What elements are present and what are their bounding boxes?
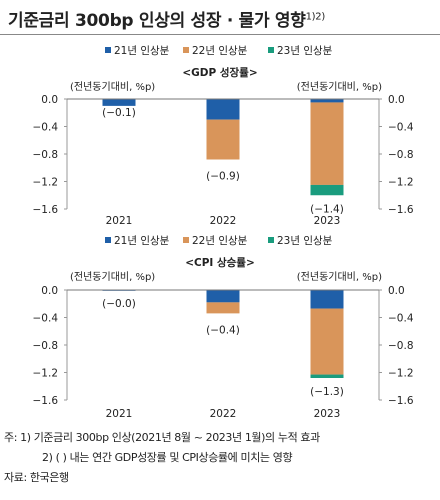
title-divider: [0, 34, 440, 35]
legend-swatch: [268, 237, 274, 243]
y-tick-label-right: −0.4: [388, 122, 414, 134]
y-tick-label-left: −0.8: [33, 149, 59, 161]
bar-segment: [206, 99, 240, 120]
y-tick-label-right: −0.8: [388, 149, 414, 161]
bar-segment: [102, 99, 136, 106]
total-label: (−0.4): [206, 324, 240, 336]
y-tick-label-left: −1.6: [33, 395, 59, 407]
chart-title: <CPI 상승률>: [185, 256, 255, 269]
y-axis-unit-right: (전년동기대비, %p): [297, 271, 382, 283]
y-tick-label-left: 0.0: [41, 94, 58, 106]
legend-swatch: [105, 237, 111, 243]
y-axis-unit-right: (전년동기대비, %p): [297, 81, 382, 93]
x-tick-label: 2021: [106, 408, 133, 420]
legend-label: 22년 인상분: [192, 235, 248, 247]
y-tick-label-right: −1.6: [388, 395, 414, 407]
bar-segment: [310, 102, 344, 185]
y-tick-label-left: −1.2: [33, 177, 59, 189]
bar-segment: [206, 119, 240, 160]
legend-swatch: [268, 47, 274, 53]
bar-segment: [310, 374, 344, 378]
y-tick-label-left: 0.0: [41, 285, 58, 297]
y-axis-unit-left: (전년동기대비, %p): [70, 271, 155, 283]
bar-segment: [310, 184, 344, 196]
footnotes: 주: 1) 기준금리 300bp 인상(2021년 8월 ~ 2023년 1월)…: [4, 428, 438, 488]
chart-title: <GDP 성장률>: [182, 66, 257, 79]
x-tick-label: 2022: [210, 215, 237, 226]
bar-segment: [310, 308, 344, 375]
legend-label: 23년 인상분: [277, 45, 333, 57]
total-label: (−0.1): [102, 107, 136, 119]
footnote-1: 주: 1) 기준금리 300bp 인상(2021년 8월 ~ 2023년 1월)…: [4, 431, 320, 444]
y-tick-label-left: −1.6: [33, 204, 59, 216]
legend-swatch: [183, 237, 189, 243]
source-note: 자료: 한국은행: [4, 471, 69, 484]
y-tick-label-right: 0.0: [388, 285, 405, 297]
bar-segment: [310, 99, 344, 103]
y-tick-label-right: −1.2: [388, 368, 414, 380]
y-tick-label-left: −1.2: [33, 368, 59, 380]
x-tick-label: 2023: [314, 215, 341, 226]
title-superscript: 1)2): [305, 11, 326, 23]
title-text: 기준금리 300bp 인상의 성장 · 물가 영향: [8, 11, 306, 31]
x-tick-label: 2021: [106, 215, 133, 226]
total-label: (−0.9): [206, 171, 240, 183]
total-label: (−1.3): [310, 386, 344, 398]
bar-segment: [206, 290, 240, 303]
legend-swatch: [183, 47, 189, 53]
y-tick-label-left: −0.8: [33, 340, 59, 352]
x-tick-label: 2022: [210, 408, 237, 420]
legend-label: 21년 인상분: [114, 45, 170, 57]
legend-label: 21년 인상분: [114, 235, 170, 247]
y-tick-label-right: −1.6: [388, 204, 414, 216]
y-tick-label-left: −0.4: [33, 313, 59, 325]
bar-segment: [206, 302, 240, 314]
legend-label: 22년 인상분: [192, 45, 248, 57]
bar-segment: [310, 290, 344, 309]
y-tick-label-right: −0.4: [388, 313, 414, 325]
gdp-chart: 21년 인상분 22년 인상분 23년 인상분 <GDP 성장률> (전년동기대비, %…: [33, 45, 414, 226]
y-tick-label-left: −0.4: [33, 122, 59, 134]
legend-swatch: [105, 47, 111, 53]
footnote-2: 2) ( ) 내는 연간 GDP성장률 및 CPI상승률에 미치는 영향: [42, 451, 293, 464]
total-label: (−0.0): [102, 298, 136, 310]
cpi-chart: 21년 인상분 22년 인상분 23년 인상분 <CPI 상승률> (전년동기대비, %…: [33, 235, 414, 420]
total-label: (−1.4): [310, 203, 344, 215]
x-tick-label: 2023: [314, 408, 341, 420]
y-tick-label-right: −0.8: [388, 340, 414, 352]
page-title: 기준금리 300bp 인상의 성장 · 물가 영향1)2): [8, 6, 325, 31]
y-axis-unit-left: (전년동기대비, %p): [70, 81, 155, 93]
y-tick-label-right: 0.0: [388, 94, 405, 106]
y-tick-label-right: −1.2: [388, 177, 414, 189]
legend-label: 23년 인상분: [277, 235, 333, 247]
